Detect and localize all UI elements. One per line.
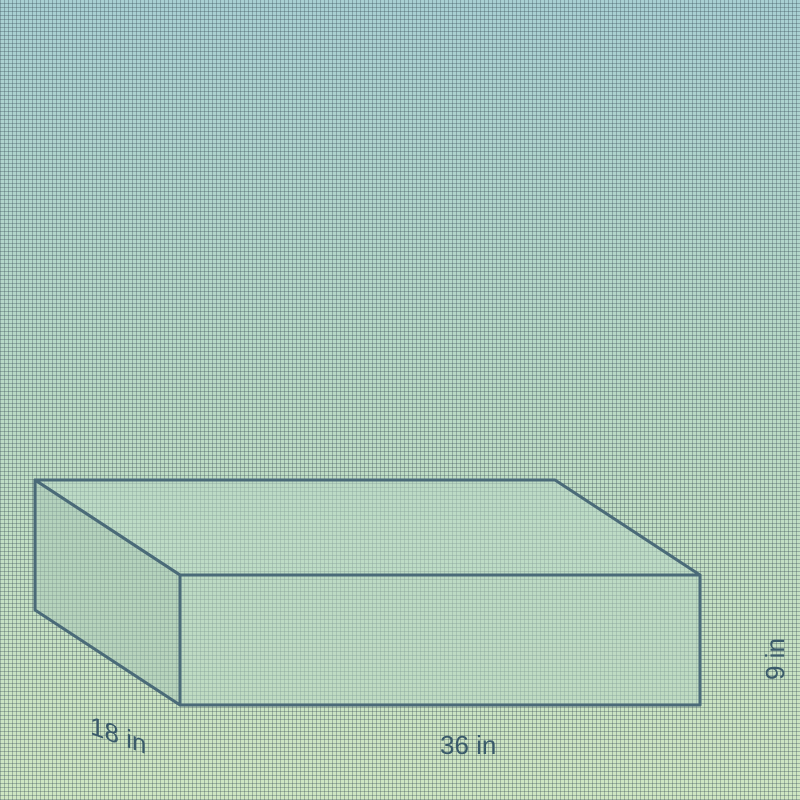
prism-front-face <box>180 575 700 705</box>
height-label: 9 in <box>760 638 791 680</box>
length-label: 36 in <box>440 730 496 761</box>
prism-diagram <box>0 0 800 800</box>
